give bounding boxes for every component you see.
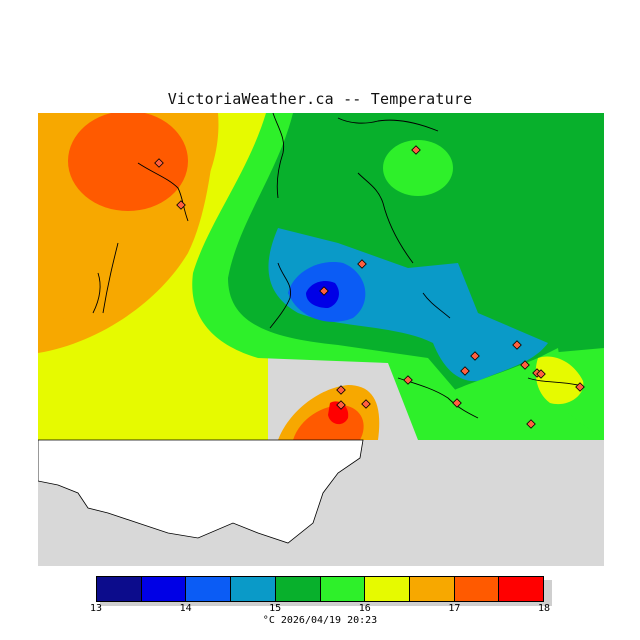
station-marker[interactable] [520,360,530,370]
legend-tick: 14 [179,603,192,614]
legend-segment [230,577,275,601]
station-marker[interactable] [526,419,536,429]
legend-tick: 17 [448,603,461,614]
station-marker[interactable] [154,158,164,168]
legend-segment [274,577,320,601]
station-markers [154,145,585,429]
legend-segment [453,577,499,601]
legend-tick: 18 [537,603,551,614]
station-marker[interactable] [512,340,522,350]
legend-segment [364,577,409,601]
legend-segment [408,577,454,601]
station-marker[interactable] [361,399,371,409]
legend-tick: 13 [89,603,103,614]
coastlines [92,112,579,419]
units-and-timestamp: °C 2026/04/19 20:23 [262,615,378,626]
station-marker[interactable] [460,366,470,376]
station-marker[interactable] [536,369,546,379]
station-marker[interactable] [575,382,585,392]
station-marker[interactable] [336,400,346,410]
legend-segment [319,577,365,601]
station-marker[interactable] [319,286,329,296]
station-marker[interactable] [357,259,367,269]
station-marker[interactable] [176,200,186,210]
temperature-contours [38,111,604,440]
land-south [37,439,364,544]
legend-segment [185,577,231,601]
station-marker[interactable] [452,398,462,408]
station-marker[interactable] [403,375,413,385]
station-marker[interactable] [336,385,346,395]
station-marker[interactable] [470,351,480,361]
temperature-legend [96,576,544,602]
temperature-map[interactable] [37,111,604,566]
station-marker[interactable] [411,145,421,155]
legend-segment [498,577,544,601]
legend-tick: 16 [358,603,371,614]
legend-tick: 15 [269,603,282,614]
legend-segment [97,577,141,601]
legend-segment [140,577,186,601]
map-title: VictoriaWeather.ca -- Temperature [167,90,473,108]
